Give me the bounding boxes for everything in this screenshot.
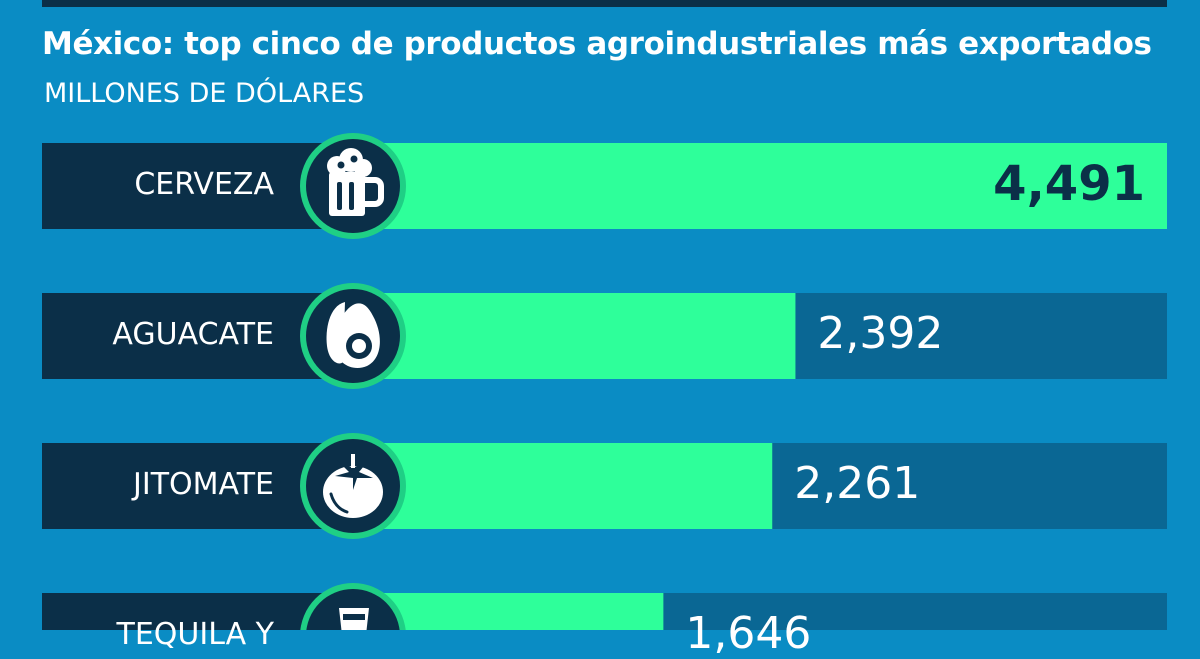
bar: [372, 143, 1167, 229]
bar-label: CERVEZA: [134, 167, 274, 202]
beer-foam-bubble: [354, 159, 372, 177]
data-label: 1,646: [685, 608, 812, 659]
avocado-pit-highlight: [352, 339, 366, 353]
top-strip: [42, 0, 1167, 7]
beer-mug-stripe: [337, 182, 342, 210]
chart-subtitle: MILLONES DE DÓLARES: [44, 78, 365, 109]
bar: [372, 293, 796, 379]
data-label: 4,491: [993, 156, 1145, 212]
data-label: 2,392: [817, 308, 944, 359]
tomato-stem: [351, 454, 355, 468]
bar-label: JITOMATE: [133, 467, 274, 502]
bar-chart: [42, 133, 1167, 630]
bar-label: TEQUILA Y: [116, 617, 275, 652]
bar: [372, 443, 773, 529]
beer-foam-dot: [350, 155, 358, 163]
data-label: 2,261: [794, 458, 921, 509]
bar-label: AGUACATE: [112, 317, 274, 352]
beer-mug-body: [329, 172, 365, 216]
beer-mug-stripe: [349, 182, 354, 210]
beer-mug-handle: [365, 177, 384, 207]
tomato-shine: [329, 492, 349, 514]
beer-foam-dot: [337, 161, 345, 169]
chart-title: México: top cinco de productos agroindus…: [42, 26, 1152, 62]
bar: [372, 593, 664, 630]
tomato-leaf: [335, 460, 373, 490]
tequila-glass-band: [343, 614, 365, 620]
